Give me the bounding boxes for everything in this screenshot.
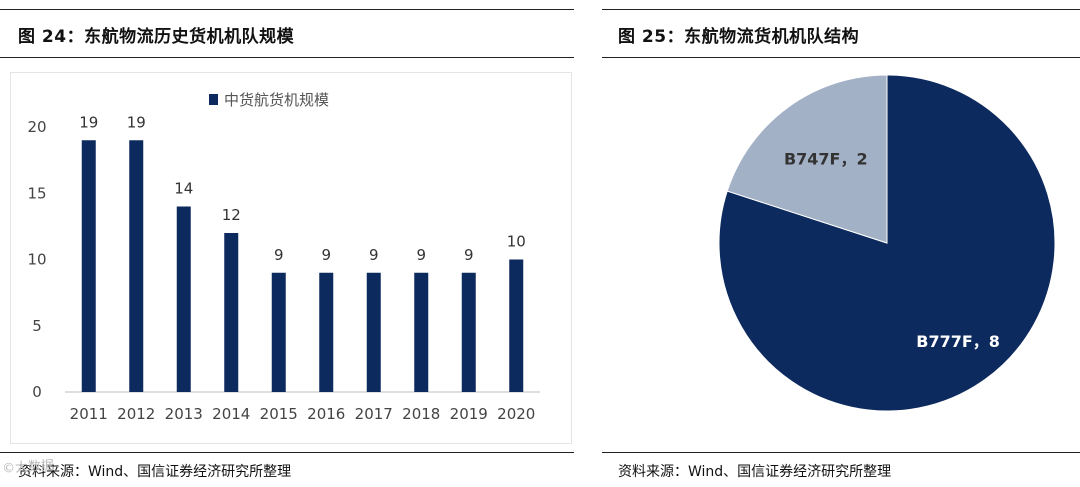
- bar-value-label: 9: [274, 246, 284, 264]
- x-tick-label: 2011: [70, 405, 108, 423]
- x-tick-label: 2019: [450, 405, 488, 423]
- bar-value-label: 9: [464, 246, 474, 264]
- x-tick-label: 2016: [307, 405, 345, 423]
- x-tick-label: 2015: [260, 405, 298, 423]
- x-tick-label: 2020: [497, 405, 535, 423]
- legend: 中货航货机规模: [209, 91, 329, 109]
- x-tick-label: 2014: [212, 405, 250, 423]
- bar: [271, 272, 286, 392]
- x-tick-label: 2012: [117, 405, 155, 423]
- bar-value-label: 19: [127, 113, 146, 131]
- bar-value-label: 10: [507, 233, 526, 251]
- chart-frame: [10, 72, 572, 444]
- top-rule: [602, 9, 1080, 10]
- bar-value-labels: 19 19 14 12 9 9 9 9 9 10: [79, 113, 526, 264]
- y-tick-label: 0: [32, 383, 42, 401]
- bar-value-label: 12: [222, 206, 241, 224]
- y-tick-label: 15: [27, 184, 46, 202]
- figure-24-panel: 图 24：东航物流历史货机机队规模 0 5 10 15 20 中货航货机规模 19 19 1…: [0, 9, 574, 480]
- bar: [509, 259, 524, 392]
- watermark: ©大数据: [1, 458, 55, 477]
- pie-slice-b777f: [718, 74, 1056, 412]
- bar: [461, 272, 476, 392]
- figure-25-panel: 图 25：东航物流货机机队结构 B777F，8 B747F，2 资料来源：Wind…: [602, 0, 1080, 487]
- x-tick-label: 2018: [402, 405, 440, 423]
- y-tick-label: 20: [27, 118, 46, 136]
- bar-value-label: 19: [79, 113, 98, 131]
- bar: [414, 272, 429, 392]
- source-note: 资料来源：Wind、国信证券经济研究所整理: [618, 464, 892, 480]
- figure-title: 图 24：东航物流历史货机机队规模: [18, 27, 295, 47]
- bar-value-label: 14: [174, 180, 193, 198]
- pie-labels: B777F，8 B747F，2: [784, 150, 1000, 351]
- bar: [224, 233, 239, 392]
- y-axis: 0 5 10 15 20: [27, 118, 46, 401]
- pie-slices: [718, 74, 1056, 412]
- source-note: 资料来源：Wind、国信证券经济研究所整理: [18, 464, 292, 480]
- bottom-rule: [0, 452, 574, 453]
- legend-swatch: [209, 94, 218, 105]
- bar-value-label: 9: [369, 246, 379, 264]
- bottom-rule: [602, 452, 1080, 453]
- title-rule: [602, 57, 1080, 58]
- bar: [129, 140, 144, 392]
- bar: [81, 140, 96, 392]
- pie-chart: B777F，8 B747F，2: [718, 74, 1056, 412]
- y-tick-label: 10: [27, 251, 46, 269]
- pie-label: B777F，8: [916, 332, 1000, 351]
- top-rule: [0, 9, 574, 10]
- x-tick-label: 2013: [165, 405, 203, 423]
- title-rule: [0, 57, 574, 58]
- bar: [176, 206, 191, 392]
- pie-label: B747F，2: [784, 150, 868, 169]
- legend-label: 中货航货机规模: [224, 91, 329, 109]
- bar: [366, 272, 381, 392]
- pie-slice-b747f: [726, 74, 888, 244]
- bar-value-label: 9: [416, 246, 426, 264]
- figure-title: 图 25：东航物流货机机队结构: [618, 27, 860, 47]
- x-tick-labels: 2011 2012 2013 2014 2015 2016 2017 2018 2019 2020: [70, 405, 536, 423]
- y-tick-label: 5: [32, 317, 42, 335]
- bar: [319, 272, 334, 392]
- bars: [81, 140, 524, 392]
- x-tick-label: 2017: [355, 405, 393, 423]
- bar-value-label: 9: [321, 246, 331, 264]
